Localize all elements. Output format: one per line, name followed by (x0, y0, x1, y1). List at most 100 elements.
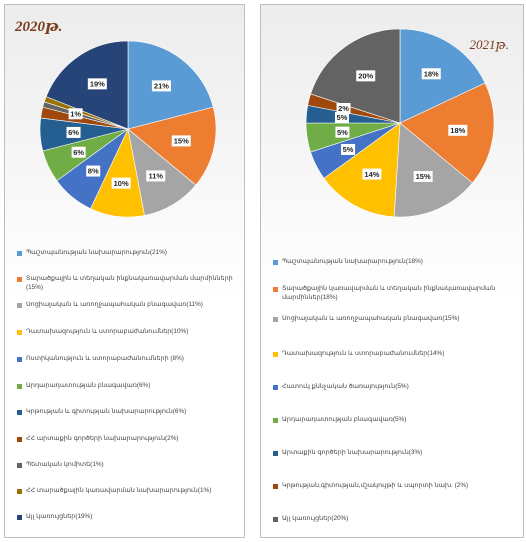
legend-label: Այլ կառույցներ(19%) (26, 513, 93, 520)
chart-panel-2020: 2020թ. 21% 15% 11% 10% 8% 6% 6% 1% 19% Պաշտպանու… (4, 4, 245, 538)
data-label-2021-6: 5% (337, 128, 348, 137)
data-label-2020-3: 11% (148, 172, 163, 181)
data-label-bg-2020-11 (87, 78, 107, 90)
pie-chart-2020: 21% 15% 11% 10% 8% 6% 6% 1% 19% (39, 40, 217, 218)
legend-item-2021-4: Դատախազություն և ստորաբաժանումներ(14%) (273, 350, 515, 359)
data-label-bg-2021-6 (335, 126, 350, 138)
legend-item-2020-7: Կրթության և գիտության նախարարություն(6%) (17, 408, 236, 417)
data-label-bg-2021-8 (336, 103, 351, 115)
legend-swatch (17, 409, 22, 415)
data-label-bg-2020-3 (146, 170, 166, 182)
data-label-bg-2021-4 (362, 168, 382, 180)
legend-swatch (273, 286, 278, 292)
legend-swatch (273, 316, 278, 322)
data-label-bg-2020-4 (111, 177, 131, 189)
legend-swatch (273, 483, 278, 489)
pie-slice-2021-4 (323, 122, 401, 218)
legend-swatch (17, 488, 22, 494)
legend-item-2021-9: Այլ կառույցներ(20%) (273, 515, 515, 524)
legend-swatch (273, 259, 278, 265)
data-label-2020-4: 10% (114, 179, 129, 188)
legend-label: Դատախազություն և ստորաբաժանումներ(14%) (282, 350, 445, 357)
legend-swatch (273, 384, 278, 390)
legend-item-2021-3: Սոցիալական և առողջապահական բնագավառ(15%) (273, 315, 515, 324)
legend-label: Տարածքային կառավարման և տեղական ինքնակառ… (282, 285, 496, 301)
data-label-bg-2021-3 (413, 170, 433, 182)
legend-label: Արդարադատության բնագավառ(5%) (282, 416, 407, 423)
legend-swatch (273, 450, 278, 456)
data-label-2021-9: 20% (358, 72, 373, 81)
legend-label: Պաշտպանության նախարարություն(18%) (282, 258, 423, 265)
chart-title-2020: 2020թ. (15, 19, 63, 35)
data-label-2020-11: 19% (90, 80, 105, 89)
legend-item-2021-1: Պաշտպանության նախարարություն(18%) (273, 258, 515, 267)
legend-item-2020-8: ՀՀ արտաքին գործերի նախարարություն(2%) (17, 435, 236, 444)
data-label-2020-1: 21% (154, 82, 169, 91)
data-label-bg-2020-2 (171, 135, 191, 147)
legend-label: Արդարադատության բնագավառ(6%) (26, 382, 151, 389)
legend-label: Ոստիկանություն և ստորաբաժանումների (8%) (26, 355, 184, 362)
legend-item-2020-2: Տարածքային և տեղական ինքնակառավարման մար… (17, 275, 236, 292)
legend-item-2020-11: Այլ կառույցներ(19%) (17, 513, 236, 522)
data-label-2021-3: 15% (416, 172, 431, 181)
legend-label: Սոցիալական և առողջապահական բնագավառ(15%) (282, 315, 460, 322)
data-label-2021-5: 5% (343, 145, 354, 154)
data-label-2020-6: 6% (73, 148, 84, 157)
legend-item-2020-10: ՀՀ տարածքային կառավարման նախարարություն(… (17, 487, 236, 496)
legend-item-2021-5: Հատուկ քննչական ծառայություն(5%) (273, 383, 515, 392)
legend-swatch (17, 383, 22, 389)
legend-swatch (17, 276, 22, 282)
legend-swatch (273, 351, 278, 357)
data-label-2021-8: 2% (338, 104, 349, 113)
data-label-bg-2020-9 (68, 108, 83, 120)
data-label-bg-2021-1 (421, 68, 441, 80)
legend-swatch (17, 302, 22, 308)
data-label-2021-7: 5% (337, 113, 348, 122)
data-label-bg-2021-9 (356, 70, 376, 82)
legend-label: Տարածքային և տեղական ինքնակառավարման մար… (26, 275, 233, 291)
legend-label: Պաշտպանության նախարարություն(21%) (26, 249, 167, 256)
legend-item-2020-6: Արդարադատության բնագավառ(6%) (17, 382, 236, 391)
pie-slice-2021-9 (310, 28, 401, 124)
legend-item-2020-5: Ոստիկանություն և ստորաբաժանումների (8%) (17, 355, 236, 364)
pie-chart-2021: 18%18%15%14%5%5%5%2%20% (305, 28, 495, 218)
data-label-2021-2: 18% (450, 126, 465, 135)
data-label-2020-7: 6% (68, 128, 79, 137)
legend-item-2020-9: Պետական կոմիտե(1%) (17, 461, 236, 470)
data-label-2020-2: 15% (174, 137, 189, 146)
chart-panel-2021: 2021թ. 18% 18% 15% 14% 5% 5% 5% 2% 20% Պաշտպանու… (260, 4, 524, 538)
legend-label: Դատախազություն և ստորաբաժանումներ(10%) (26, 328, 189, 335)
legend-label: Արտաքին գործերի նախարարություն(3%) (282, 449, 423, 456)
legend-swatch (273, 417, 278, 423)
data-label-2021-1: 18% (424, 69, 439, 78)
legend-label: Հատուկ քննչական ծառայություն(5%) (282, 383, 409, 390)
legend-swatch (17, 436, 22, 442)
legend-item-2020-3: Սոցիալական և առողջապահական բնագավառ(11%) (17, 301, 236, 310)
legend-swatch (17, 356, 22, 362)
legend-label: Պետական կոմիտե(1%) (26, 461, 104, 468)
legend-item-2020-1: Պաշտպանության նախարարություն(21%) (17, 249, 236, 258)
legend-item-2021-8: Կրթության,գիտության,մշակույթի և սպորտի ն… (273, 482, 515, 491)
data-label-bg-2021-5 (341, 143, 356, 155)
data-label-2020-9: 1% (70, 109, 81, 118)
legend-item-2021-7: Արտաքին գործերի նախարարություն(3%) (273, 449, 515, 458)
legend-swatch (273, 516, 278, 522)
legend-item-2020-4: Դատախազություն և ստորաբաժանումներ(10%) (17, 328, 236, 337)
legend-label: Կրթության և գիտության նախարարություն(6%) (26, 408, 187, 415)
chart-title-2021: 2021թ. (469, 37, 509, 52)
data-label-2021-4: 14% (364, 170, 379, 179)
legend-swatch (17, 462, 22, 468)
legend-label: ՀՀ արտաքին գործերի նախարարություն(2%) (26, 435, 179, 442)
data-label-2020-5: 8% (88, 167, 99, 176)
data-label-bg-2021-2 (448, 124, 468, 136)
pie-slice-2021-3 (393, 122, 473, 218)
legend-item-2021-2: Տարածքային կառավարման և տեղական ինքնակառ… (273, 285, 515, 302)
data-label-bg-2021-7 (334, 112, 349, 124)
pie-slice-2020-11 (45, 40, 129, 130)
legend-swatch (17, 329, 22, 335)
data-label-bg-2020-7 (66, 126, 81, 138)
legend-label: Այլ կառույցներ(20%) (282, 515, 349, 522)
data-label-bg-2020-5 (86, 165, 101, 177)
legend-item-2021-6: Արդարադատության բնագավառ(5%) (273, 416, 515, 425)
legend-label: Սոցիալական և առողջապահական բնագավառ(11%) (26, 301, 203, 308)
